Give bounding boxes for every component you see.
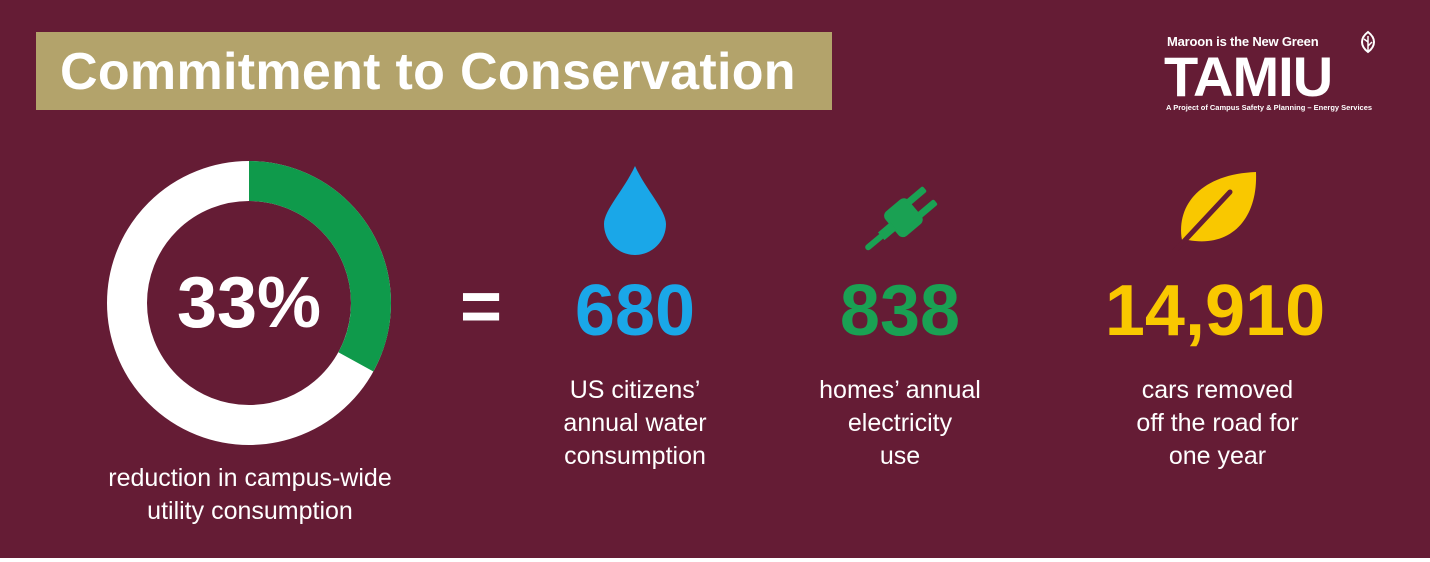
leaf-icon (1172, 172, 1257, 254)
logo-wordmark: TAMIU (1164, 45, 1333, 108)
electricity-stat-caption: homes’ annual electricity use (819, 376, 981, 470)
donut-fill (107, 161, 391, 445)
plug-icon (865, 186, 938, 251)
water-drop-icon (604, 166, 666, 255)
reduction-percent: 33% (176, 263, 322, 343)
reduction-caption: reduction in campus-wide utility consump… (108, 464, 392, 525)
equals-sign: = (459, 267, 503, 347)
reduction-donut-chart (107, 161, 391, 445)
logo-leaf-icon (1361, 30, 1375, 54)
tamiu-logo: Maroon is the New Green TAMIU A Project … (1160, 30, 1405, 118)
page-title: Commitment to Conservation (60, 43, 796, 101)
logo-tagline: Maroon is the New Green (1167, 34, 1319, 49)
logo-subline: A Project of Campus Safety & Planning – … (1166, 103, 1373, 112)
cars-stat-caption: cars removed off the road for one year (1136, 376, 1299, 470)
cars-stat-value: 14,910 (1104, 271, 1326, 351)
water-stat-caption: US citizens’ annual water consumption (563, 376, 707, 470)
electricity-stat-value: 838 (839, 271, 961, 351)
title-banner: Commitment to Conservation (36, 32, 832, 110)
water-stat-value: 680 (574, 271, 696, 351)
